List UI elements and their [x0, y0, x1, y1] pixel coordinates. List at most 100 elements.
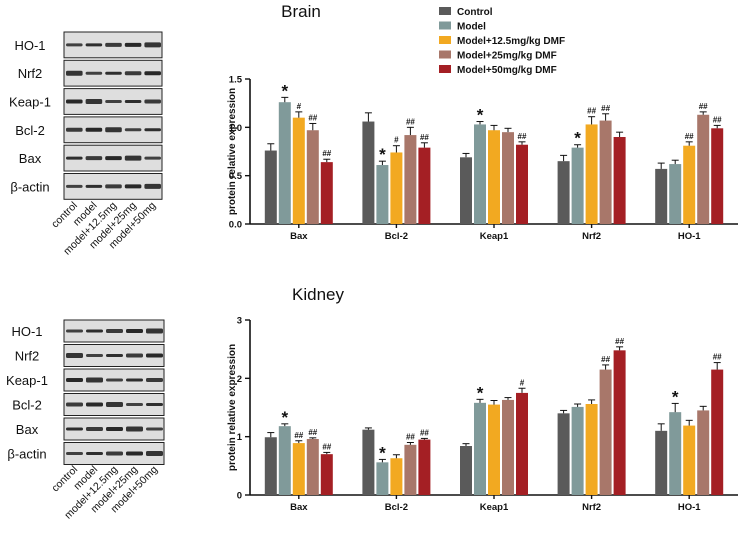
- blot-band: [66, 70, 83, 76]
- blot-protein-label: Bcl-2: [12, 398, 42, 413]
- blot-band: [66, 43, 83, 47]
- bar: [516, 144, 528, 224]
- y-axis-label: protein relative expression: [227, 344, 238, 471]
- bar: [613, 350, 626, 495]
- bar: [390, 152, 403, 224]
- blot-band: [66, 127, 83, 132]
- bar: [390, 458, 403, 495]
- chart-brain: Brain 0.0 0.5 1.0 1.5 protein relative expres…: [227, 2, 738, 242]
- blot-band: [106, 354, 123, 357]
- blot-band: [86, 402, 103, 407]
- blot-band: [106, 451, 123, 456]
- bar: [711, 128, 724, 224]
- bar: [655, 168, 668, 224]
- blot-panel-kidney: HO-1Nrf2Keap-1Bcl-2Baxβ-actincontrolmode…: [6, 319, 165, 521]
- legend-swatch: [439, 65, 451, 73]
- blot-protein-label: Keap-1: [9, 95, 51, 110]
- blot-band: [146, 403, 163, 406]
- x-tick-label: HO-1: [678, 231, 701, 242]
- blot-band: [66, 353, 83, 358]
- bar: [613, 137, 626, 224]
- blot-band: [106, 378, 123, 382]
- blot-band: [126, 329, 143, 333]
- significance-hash: ##: [685, 132, 694, 141]
- blot-panel-brain: HO-1Nrf2Keap-1Bcl-2Baxβ-actincontrolmode…: [9, 31, 163, 257]
- blot-band: [144, 128, 161, 132]
- blot-band: [126, 451, 143, 456]
- blot-band: [105, 127, 122, 133]
- blot-band: [124, 100, 142, 103]
- significance-hash: #: [520, 378, 525, 387]
- blot-band: [66, 378, 83, 382]
- x-tick-label: Bax: [290, 502, 308, 513]
- significance-hash: ##: [713, 115, 722, 124]
- bar: [502, 132, 514, 224]
- legend-label: Control: [457, 7, 493, 18]
- bar: [683, 145, 696, 224]
- significance-hash: ##: [601, 355, 610, 364]
- blot-band: [106, 329, 123, 333]
- bar: [571, 147, 584, 224]
- bar: [711, 369, 724, 495]
- bar: [460, 157, 472, 224]
- blot-band: [105, 71, 122, 75]
- significance-asterisk: *: [281, 81, 288, 100]
- y-tick-label: 2: [237, 374, 242, 385]
- blot-band: [85, 43, 103, 47]
- blot-band: [105, 100, 122, 103]
- bar: [474, 402, 486, 495]
- bar: [557, 413, 570, 495]
- blot-protein-label: HO-1: [14, 38, 45, 53]
- bar: [697, 410, 710, 495]
- bar: [306, 439, 319, 495]
- blot-band: [124, 71, 142, 76]
- bar: [557, 161, 570, 224]
- significance-hash: ##: [294, 431, 303, 440]
- blot-band: [124, 42, 142, 47]
- blot-protein-label: Bcl-2: [15, 123, 45, 138]
- blot-band: [144, 99, 161, 104]
- blot-band: [146, 427, 163, 431]
- blot-band: [146, 353, 163, 358]
- bar: [488, 404, 500, 495]
- blot-band: [144, 42, 161, 48]
- significance-hash: ##: [308, 113, 317, 122]
- y-tick-label: 0: [237, 491, 242, 502]
- significance-hash: #: [297, 102, 302, 111]
- bar: [376, 165, 389, 224]
- blot-band: [146, 451, 163, 456]
- bar: [278, 102, 291, 224]
- bar: [418, 439, 431, 495]
- x-tick-label: Bcl-2: [385, 231, 408, 242]
- significance-hash: ##: [308, 428, 317, 437]
- bar: [404, 135, 417, 224]
- significance-asterisk: *: [379, 443, 386, 462]
- blot-band: [85, 184, 103, 188]
- bar: [683, 425, 696, 495]
- bar: [669, 412, 682, 495]
- bar: [599, 369, 612, 495]
- bar: [362, 429, 375, 495]
- significance-hash: #: [394, 136, 399, 145]
- blot-band: [105, 184, 122, 189]
- significance-hash: ##: [601, 104, 610, 113]
- bar: [320, 454, 333, 495]
- bar: [320, 162, 333, 224]
- blot-band: [146, 378, 163, 382]
- significance-hash: ##: [322, 442, 331, 451]
- legend-label: Model+25mg/kg DMF: [457, 51, 557, 62]
- bar: [278, 426, 291, 495]
- blot-band: [86, 377, 103, 383]
- bar: [585, 404, 598, 495]
- legend-swatch: [439, 36, 451, 44]
- y-tick-label: 0.0: [229, 220, 242, 231]
- blot-band: [85, 127, 103, 132]
- legend-swatch: [439, 21, 451, 30]
- blot-band: [85, 156, 103, 161]
- x-tick-label: Nrf2: [582, 502, 601, 513]
- bar: [488, 130, 500, 224]
- x-tick-label: Bax: [290, 231, 308, 242]
- blot-protein-label: Nrf2: [18, 66, 43, 81]
- legend-label: Model+12.5mg/kg DMF: [457, 36, 565, 47]
